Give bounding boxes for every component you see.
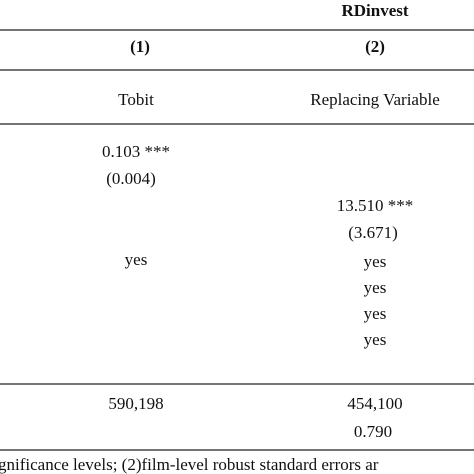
cell: yes bbox=[125, 250, 148, 269]
column-number: (1) bbox=[130, 37, 150, 56]
column-label: Replacing Variable bbox=[310, 90, 440, 109]
cell: 13.510 *** bbox=[337, 196, 414, 215]
cell: (0.004) bbox=[106, 169, 156, 188]
group-header: RDinvest bbox=[341, 1, 408, 20]
cell: yes bbox=[364, 252, 387, 271]
footnote: gnificance levels; (2)film-level robust … bbox=[0, 455, 379, 474]
column-label: Tobit bbox=[118, 90, 154, 109]
column-number: (2) bbox=[365, 37, 385, 56]
cell: yes bbox=[364, 304, 387, 323]
cell: 0.103 *** bbox=[102, 142, 170, 161]
cell: yes bbox=[364, 330, 387, 349]
cell: yes bbox=[364, 278, 387, 297]
cell: 590,198 bbox=[108, 394, 163, 413]
cell: 0.790 bbox=[354, 422, 392, 441]
cell: (3.671) bbox=[348, 223, 398, 242]
cell: 454,100 bbox=[347, 394, 402, 413]
